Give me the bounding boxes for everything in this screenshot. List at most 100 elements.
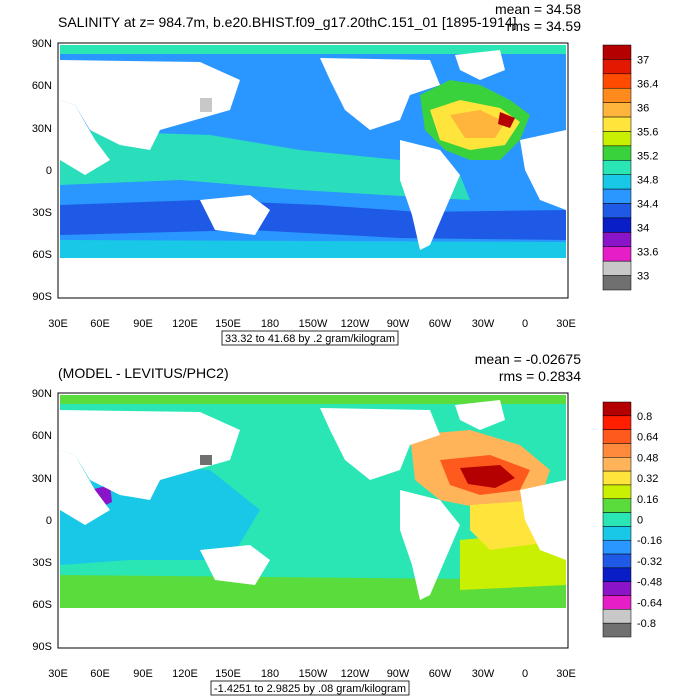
colorbar-swatch (602, 174, 632, 190)
lon-label: 90W (387, 318, 410, 330)
map-area (57, 392, 569, 649)
colorbar-swatch (602, 484, 632, 500)
colorbar-label: -0.48 (637, 577, 662, 589)
contour-info-box: -1.4251 to 2.9825 by .08 gram/kilogram (210, 680, 410, 696)
lat-label: 90N (32, 388, 52, 400)
colorbar-label: 0 (637, 515, 643, 527)
rms-value: rms = 0.2834 (499, 368, 581, 384)
map-area (57, 42, 569, 299)
lon-label: 150W (299, 318, 328, 330)
lon-label: 60W (429, 318, 452, 330)
greenland-land (455, 50, 505, 80)
mediterranean-red (498, 112, 515, 128)
map-frame (57, 42, 569, 299)
lon-label: 90W (387, 668, 410, 680)
lon-label: 60W (429, 668, 452, 680)
lon-label: 120W (341, 318, 370, 330)
lon-axis: 30E 60E 90E 120E 150E 180 150W 120W 90W … (48, 318, 576, 330)
colorbar-swatch (602, 87, 632, 103)
marginal-sea-gray (200, 98, 212, 112)
colorbar-swatch (602, 260, 632, 276)
lat-label: 90N (32, 38, 52, 50)
colorbar-swatch (602, 457, 632, 472)
panel-title: SALINITY at z= 984.7m, b.e20.BHIST.f09_g… (58, 14, 517, 30)
lon-label: 120W (341, 668, 370, 680)
mean-value: mean = -0.02675 (475, 351, 581, 367)
arctic-ocean (60, 45, 566, 54)
africa-west-land (520, 130, 566, 210)
north-america-land (320, 58, 440, 130)
atlantic-orange (450, 110, 505, 138)
lat-label: 30S (32, 207, 52, 219)
north-america-land (320, 408, 440, 480)
contour-info-box: 33.32 to 41.68 by .2 gram/kilogram (221, 330, 399, 346)
tropical-band (60, 130, 470, 200)
colorbar-label: -0.64 (637, 597, 662, 609)
lat-label: 0 (46, 165, 52, 177)
colorbar-swatch (602, 232, 632, 248)
rms-value: rms = 34.59 (507, 18, 582, 34)
lon-label: 120E (172, 668, 198, 680)
colorbar-label: 35.6 (637, 126, 658, 138)
colorbar-swatch (602, 203, 632, 219)
colorbar-swatch (602, 217, 632, 233)
lon-label: 30W (472, 668, 495, 680)
lon-label: 150E (215, 668, 241, 680)
lon-label: 0 (522, 668, 528, 680)
colorbar-swatch (602, 160, 632, 175)
lat-label: 30S (32, 557, 52, 569)
antarctic-band (60, 240, 566, 258)
colorbar-label: 37 (637, 54, 649, 66)
panel-difference: (MODEL - LEVITUS/PHC2) mean = -0.02675 r… (32, 351, 662, 696)
africa-east-land (60, 100, 110, 175)
southern-band (60, 200, 566, 240)
lon-label: 180 (261, 668, 279, 680)
colorbar-label: 34.8 (637, 175, 658, 187)
antarctica-land (60, 258, 566, 296)
colorbar-swatch (602, 188, 632, 204)
panel-title: (MODEL - LEVITUS/PHC2) (58, 365, 229, 381)
colorbar: 0.8 0.64 0.48 0.32 0.16 0 -0.16 -0.32 -0.48 -0.64… (602, 401, 662, 638)
south-america-land (400, 140, 460, 250)
colorbar-label: 0.48 (637, 452, 658, 464)
eurasia-land (60, 410, 240, 500)
colorbar-label: 34 (637, 223, 649, 235)
colorbar: 37 36.4 36 35.6 35.2 34.8 34.4 34 33.6 33 (602, 44, 658, 291)
africa-west-land (520, 480, 566, 560)
colorbar-swatch (602, 539, 632, 555)
colorbar-swatch (602, 59, 632, 75)
colorbar-swatch (602, 526, 632, 541)
colorbar-swatch (602, 246, 632, 262)
colorbar-swatch (602, 443, 632, 458)
colorbar-swatch (602, 512, 632, 527)
greenland-land (455, 400, 505, 430)
colorbar-swatch (602, 581, 632, 596)
colorbar-swatch (602, 401, 632, 417)
lon-axis: 30E 60E 90E 120E 150E 180 150W 120W 90W … (48, 668, 576, 680)
lat-label: 60S (32, 599, 52, 611)
colorbar-swatch (602, 429, 632, 444)
australia-land (200, 195, 270, 235)
colorbar-label: 0.8 (637, 411, 652, 423)
colorbar-swatch (602, 498, 632, 513)
eurasia-land (60, 60, 240, 150)
colorbar-swatch (602, 609, 632, 624)
lon-label: 0 (522, 318, 528, 330)
lon-label: 30E (48, 318, 68, 330)
colorbar-swatch (602, 102, 632, 118)
mean-value: mean = 34.58 (495, 1, 581, 17)
colorbar-swatch (602, 595, 632, 610)
colorbar-swatch (602, 622, 632, 638)
lat-label: 60S (32, 249, 52, 261)
colorbar-label: 0.32 (637, 473, 658, 485)
colorbar-label: 36 (637, 102, 649, 114)
colorbar-swatch (602, 116, 632, 132)
lon-label: 30E (556, 318, 576, 330)
lon-label: 120E (172, 318, 198, 330)
colorbar-swatch (602, 553, 632, 569)
lon-label: 60E (90, 318, 110, 330)
arctic-ocean (60, 395, 566, 404)
lat-label: 30N (32, 473, 52, 485)
colorbar-label: 35.2 (637, 150, 658, 162)
